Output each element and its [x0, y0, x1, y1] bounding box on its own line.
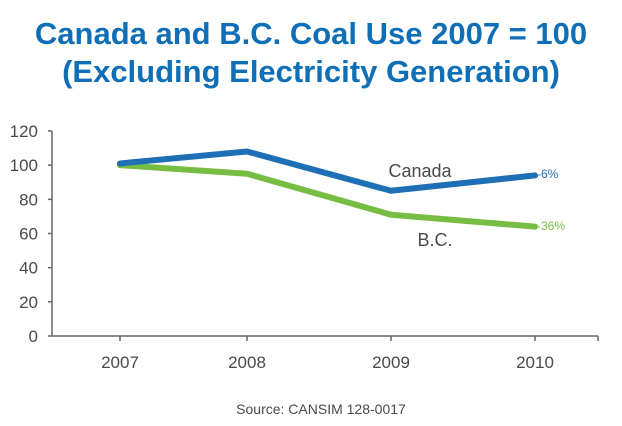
series-name-canada: Canada: [388, 161, 452, 181]
source-note: Source: CANSIM 128-0017: [236, 401, 406, 417]
y-tick-label: 120: [10, 122, 38, 141]
series-label-group: Canada B.C. -6% -36%: [388, 161, 565, 250]
chart-title: Canada and B.C. Coal Use 2007 = 100: [35, 16, 587, 51]
series-end-label-bc: -36%: [537, 219, 565, 233]
series-end-label-canada: -6%: [537, 167, 559, 181]
y-tick-label: 100: [10, 156, 38, 175]
canada-series-line: [117, 148, 538, 194]
x-tick-label: 2008: [228, 353, 266, 372]
y-tick-label: 80: [19, 190, 38, 209]
y-tick-label: 40: [19, 259, 38, 278]
y-tick-label: 20: [19, 293, 38, 312]
x-tick-label: 2010: [516, 353, 554, 372]
y-tick-label: 60: [19, 225, 38, 244]
axes-group: 0 20 40 60 80 100 120 2007 2008 2009 2010: [10, 122, 599, 372]
x-tick-label: 2009: [372, 353, 410, 372]
b-c-series-line: [117, 162, 538, 230]
series-name-bc: B.C.: [417, 230, 452, 250]
chart-subtitle: (Excluding Electricity Generation): [62, 54, 560, 89]
x-tick-label: 2007: [101, 353, 139, 372]
y-tick-label: 0: [29, 327, 38, 346]
series-group: [117, 148, 538, 230]
